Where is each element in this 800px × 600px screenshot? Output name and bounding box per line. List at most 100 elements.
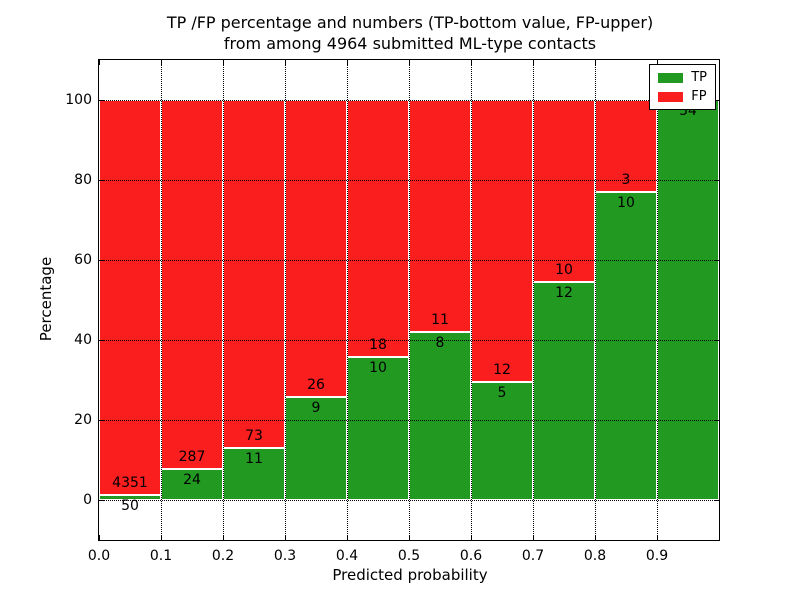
x-tick-mark (347, 535, 348, 540)
bar-fp-count-label: 73 (245, 427, 263, 444)
chart-title-line1: TP /FP percentage and numbers (TP-bottom… (166, 13, 654, 32)
x-tick-mark (161, 535, 162, 540)
x-gridline (595, 60, 596, 540)
x-tick-mark (471, 60, 472, 65)
bar-fp-count-label: 11 (431, 311, 449, 328)
x-tick-mark (533, 535, 534, 540)
chart-title-line2: from among 4964 submitted ML-type contac… (223, 34, 597, 53)
y-tick-mark (714, 180, 719, 181)
y-tick-label: 80 (74, 172, 92, 188)
bar-fp-segment (533, 100, 595, 282)
bar-tp-count-label: 50 (121, 498, 139, 515)
legend-label: TP (691, 70, 707, 85)
bar-fp-count-label: 287 (178, 449, 206, 466)
x-tick-label: 0.0 (87, 548, 111, 564)
x-tick-label: 0.1 (149, 548, 173, 564)
x-gridline (285, 60, 286, 540)
legend-swatch-fp (658, 91, 684, 102)
bar-tp-segment (409, 331, 471, 500)
bar-tp-count-label: 10 (369, 360, 387, 377)
y-tick-mark (714, 500, 719, 501)
bar-fp-segment (223, 100, 285, 448)
x-tick-mark (347, 60, 348, 65)
x-tick-label: 0.2 (211, 548, 235, 564)
legend-item: FP (658, 90, 707, 103)
legend-label: FP (691, 89, 707, 104)
y-tick-mark (99, 500, 104, 501)
x-tick-mark (657, 535, 658, 540)
bar-tp-segment (595, 192, 657, 500)
y-tick-mark (99, 420, 104, 421)
bar-tp-segment (347, 357, 409, 500)
x-gridline (657, 60, 658, 540)
y-tick-mark (99, 180, 104, 181)
bar-fp-count-label: 12 (493, 362, 511, 379)
bar-fp-segment (99, 100, 161, 496)
bar-tp-segment (285, 397, 347, 500)
x-tick-mark (595, 535, 596, 540)
x-gridline (223, 60, 224, 540)
bar-tp-segment (161, 469, 223, 500)
y-tick-label: 0 (83, 492, 92, 508)
bar-tp-count-label: 9 (311, 400, 321, 417)
x-axis-label: Predicted probability (332, 566, 488, 584)
bar-tp-count-label: 5 (497, 385, 507, 402)
x-tick-mark (409, 60, 410, 65)
x-tick-label: 0.9 (645, 548, 669, 564)
x-gridline (347, 60, 348, 540)
y-tick-label: 100 (65, 92, 92, 108)
bar-fp-segment (409, 100, 471, 332)
bar-tp-count-label: 8 (435, 334, 445, 351)
x-tick-mark (285, 60, 286, 65)
x-tick-label: 0.8 (583, 548, 607, 564)
y-tick-mark (99, 340, 104, 341)
x-tick-mark (99, 535, 100, 540)
y-tick-label: 60 (74, 252, 92, 268)
x-tick-mark (223, 60, 224, 65)
bar-fp-count-label: 3 (621, 172, 631, 189)
bar-tp-count-label: 12 (555, 284, 573, 301)
x-tick-mark (657, 60, 658, 65)
chart-title: TP /FP percentage and numbers (TP-bottom… (98, 12, 722, 54)
x-tick-mark (595, 60, 596, 65)
x-tick-mark (719, 60, 720, 65)
x-gridline (533, 60, 534, 540)
x-tick-mark (223, 535, 224, 540)
bar-tp-count-label: 11 (245, 450, 263, 467)
bar-tp-segment (533, 281, 595, 500)
y-tick-mark (714, 100, 719, 101)
y-axis-label: Percentage (37, 256, 55, 342)
bar-fp-count-label: 10 (555, 261, 573, 278)
bar-tp-segment (471, 382, 533, 500)
bar-fp-count-label: 18 (369, 337, 387, 354)
x-tick-mark (285, 535, 286, 540)
bar-fp-segment (161, 100, 223, 470)
y-tick-mark (714, 420, 719, 421)
bar-fp-segment (285, 100, 347, 398)
y-tick-mark (99, 260, 104, 261)
bar-fp-segment (595, 100, 657, 193)
x-tick-label: 0.5 (397, 548, 421, 564)
plot-area: TP FP 4351 50 287 24 73 11 26 9 18 10 11 8 12 5 10 12 3 10… (98, 59, 720, 541)
legend: TP FP (649, 64, 716, 110)
bar-fp-count-label: 4351 (112, 475, 148, 492)
x-tick-mark (533, 60, 534, 65)
x-gridline (471, 60, 472, 540)
x-tick-mark (161, 60, 162, 65)
bar-fp-count-label: 26 (307, 377, 325, 394)
x-tick-label: 0.6 (459, 548, 483, 564)
bar-fp-segment (347, 100, 409, 358)
y-tick-label: 40 (74, 332, 92, 348)
x-gridline (161, 60, 162, 540)
x-tick-mark (471, 535, 472, 540)
y-tick-mark (99, 100, 104, 101)
y-tick-mark (714, 340, 719, 341)
x-tick-mark (409, 535, 410, 540)
legend-item: TP (658, 71, 707, 84)
bar-tp-segment (99, 495, 161, 500)
x-tick-label: 0.4 (335, 548, 359, 564)
x-tick-mark (719, 535, 720, 540)
bar-tp-count-label: 10 (617, 195, 635, 212)
x-gridline (409, 60, 410, 540)
